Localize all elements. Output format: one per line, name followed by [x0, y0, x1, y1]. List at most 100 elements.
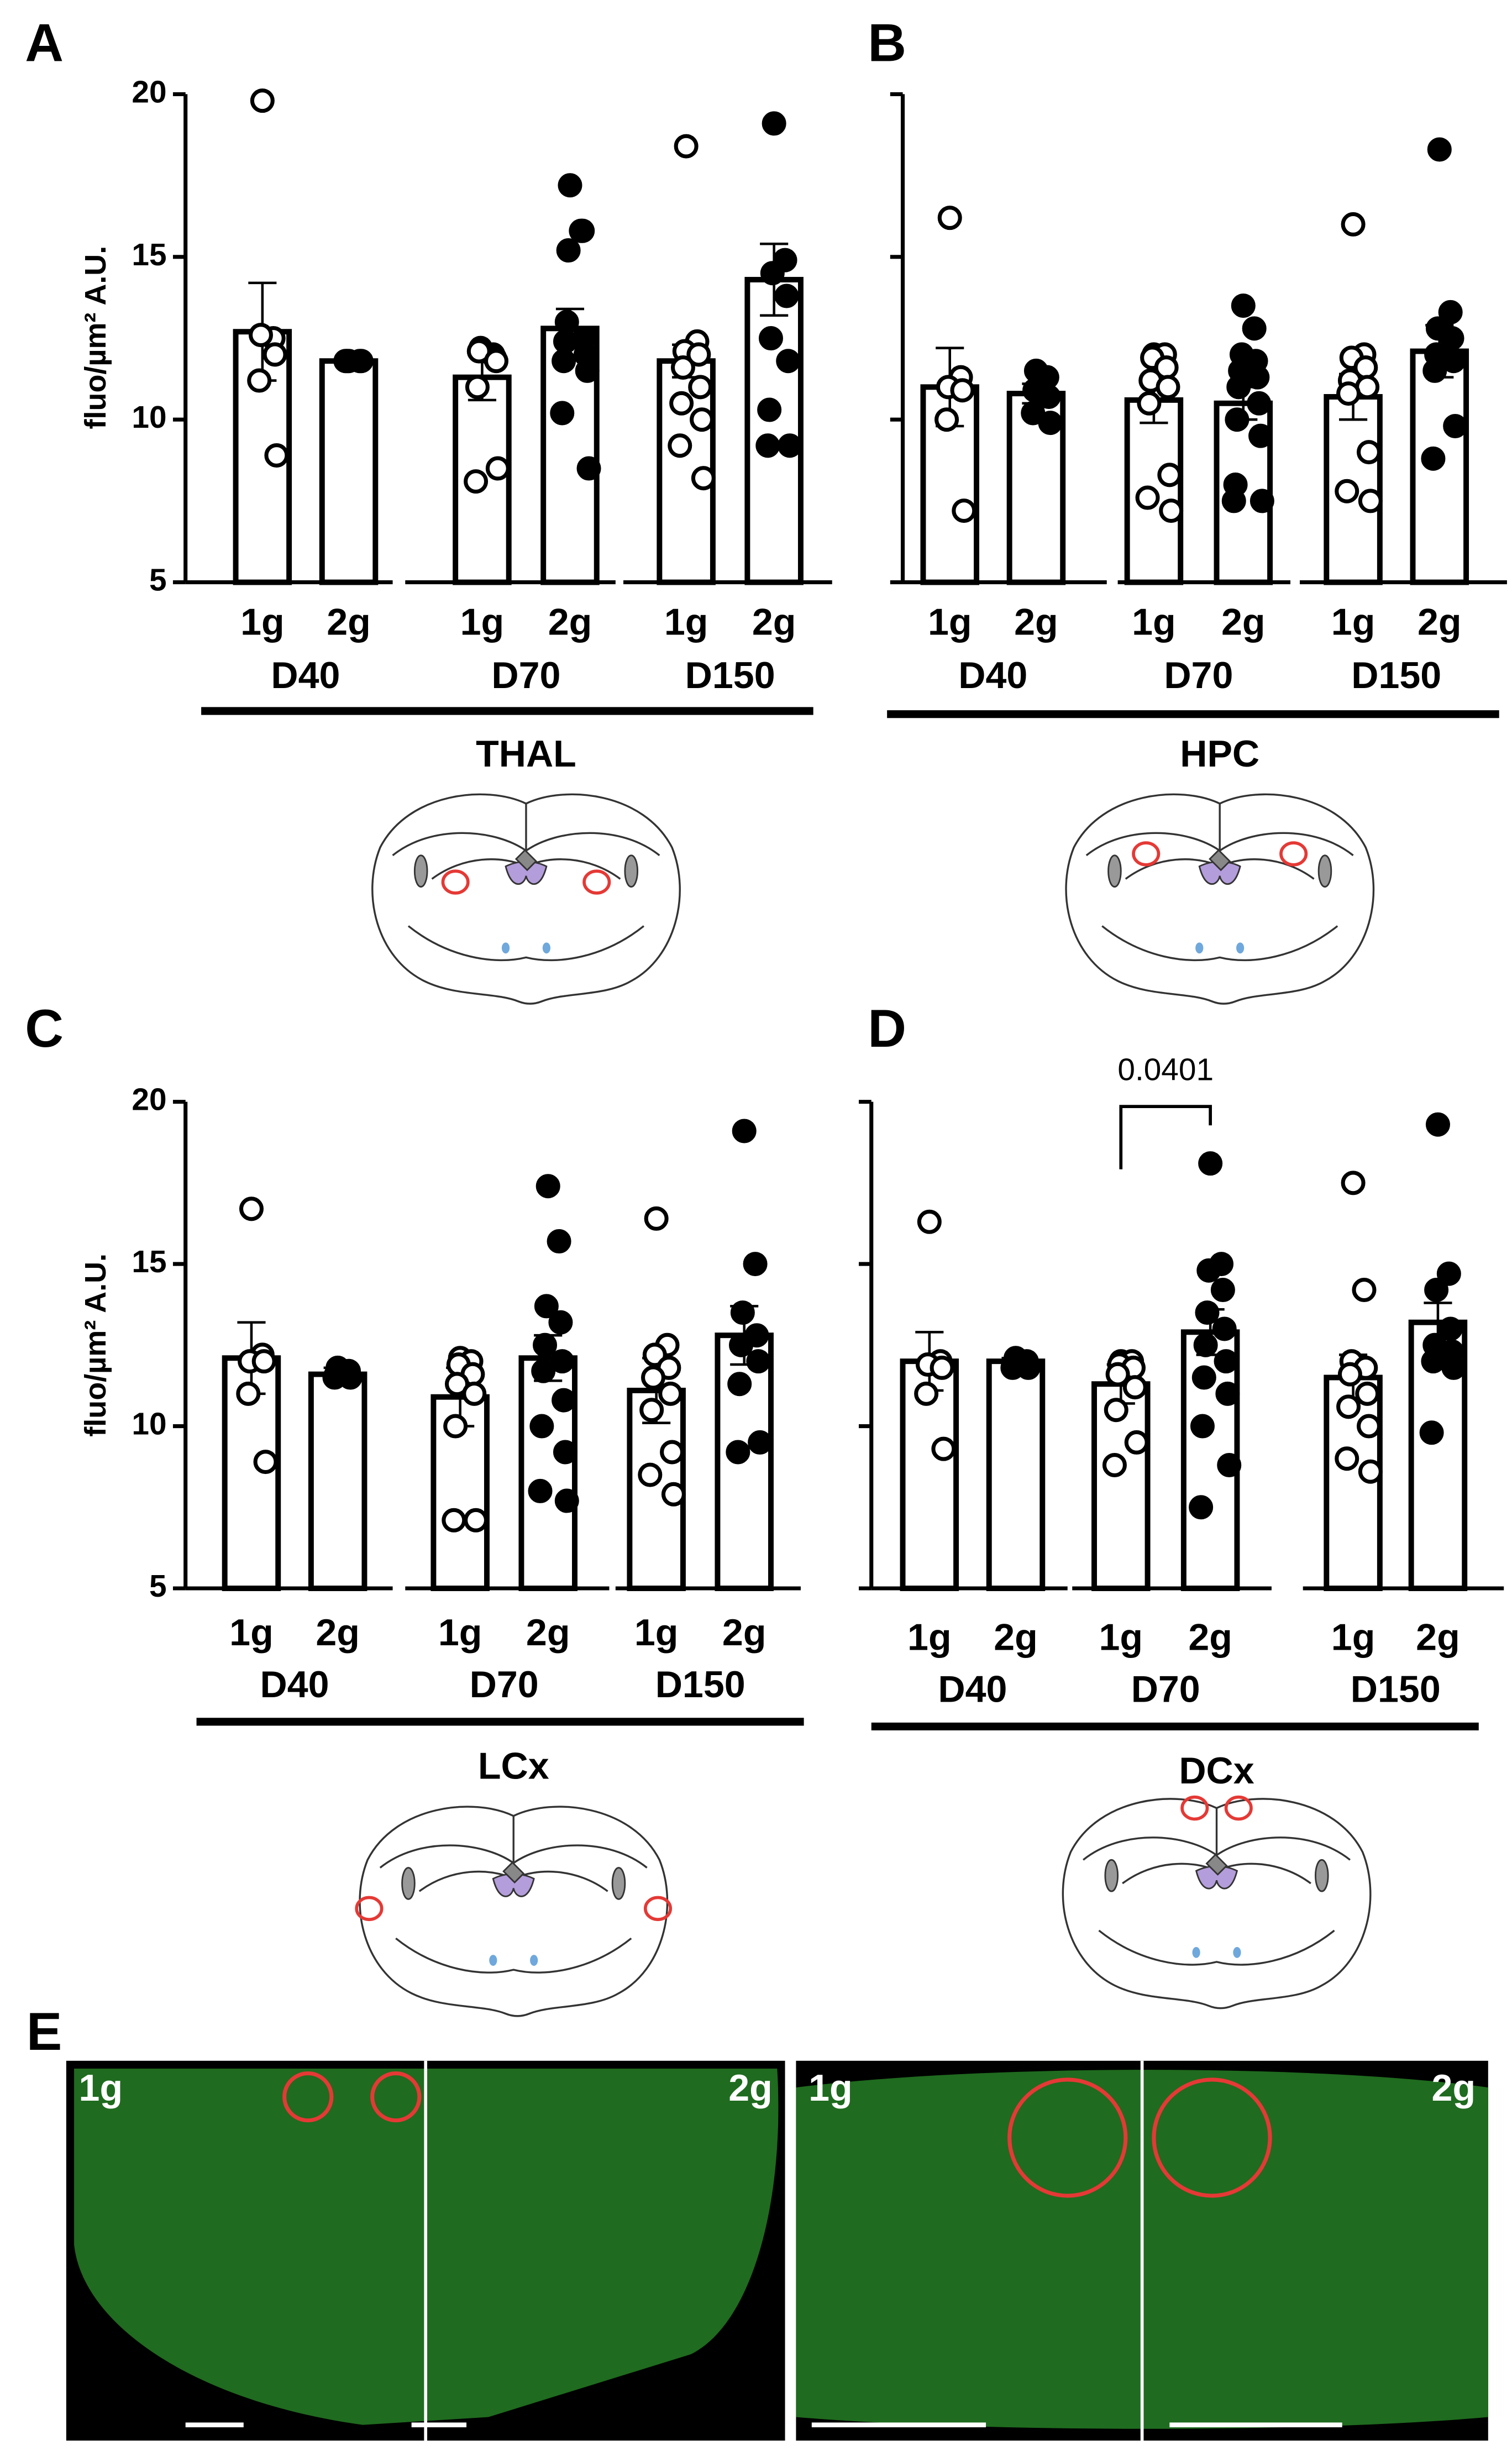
ventricle	[624, 854, 639, 888]
blue-dot	[501, 942, 510, 954]
x-tick-label: 2g	[1416, 1617, 1460, 1659]
data-point	[1358, 489, 1383, 513]
third-ventricle	[1205, 1853, 1228, 1876]
ventricle	[1317, 854, 1332, 888]
data-point	[1193, 1332, 1218, 1357]
region-ring	[355, 1896, 384, 1922]
data-point	[729, 1332, 754, 1357]
blue-dot	[1236, 942, 1245, 954]
region-ring	[582, 869, 611, 895]
ventricle	[401, 1867, 416, 1900]
data-point	[1221, 489, 1246, 513]
data-point	[548, 1310, 573, 1335]
x-tick-label: 1g	[460, 601, 505, 643]
data-point	[1245, 365, 1270, 390]
image-label: 2g	[728, 2067, 773, 2109]
region-ring	[1132, 841, 1161, 867]
data-point	[1424, 1278, 1449, 1303]
data-point	[248, 323, 274, 348]
group-label: D150	[655, 1664, 746, 1706]
data-point	[660, 1440, 685, 1465]
data-point	[1352, 1278, 1377, 1303]
y-tick-label: 15	[132, 1245, 166, 1279]
data-point	[778, 433, 802, 458]
ventricle	[413, 854, 428, 888]
x-tick-label: 2g	[1014, 601, 1058, 643]
data-point	[575, 358, 600, 383]
x-tick-label: 2g	[1221, 601, 1266, 643]
group-label: D70	[491, 654, 560, 696]
data-point	[1124, 1430, 1149, 1455]
data-point	[1421, 446, 1446, 471]
data-point	[236, 1381, 261, 1406]
data-point	[758, 326, 783, 351]
data-point	[1355, 1381, 1380, 1406]
data-point	[550, 401, 575, 426]
data-point	[1038, 411, 1063, 435]
data-point	[1438, 300, 1463, 324]
data-point	[250, 88, 275, 113]
x-tick-label: 2g	[994, 1617, 1038, 1659]
ventricle	[611, 1867, 626, 1900]
y-tick-label: 10	[132, 400, 166, 435]
brain-outline	[359, 1806, 669, 2017]
x-tick-label: 1g	[240, 601, 285, 643]
ventricle	[1107, 854, 1122, 888]
region-ring	[1224, 1795, 1253, 1821]
y-tick-label: 5	[149, 563, 167, 598]
data-point	[247, 368, 272, 393]
bar	[319, 358, 379, 585]
data-point	[536, 1174, 560, 1199]
roi-ring	[282, 2071, 334, 2123]
data-point	[1356, 440, 1381, 465]
data-point	[691, 466, 716, 491]
brain-diagram	[371, 793, 681, 1005]
x-tick-label: 1g	[1099, 1617, 1143, 1659]
data-point	[553, 1440, 578, 1465]
data-point	[554, 1488, 579, 1513]
data-point	[1438, 1316, 1463, 1341]
region-label: DCx	[1179, 1750, 1254, 1792]
data-point	[743, 1252, 768, 1277]
data-point	[1122, 1375, 1147, 1400]
roi-ring	[1152, 2077, 1272, 2198]
data-point	[1210, 1278, 1235, 1303]
data-point	[442, 1508, 466, 1533]
brain-outline	[371, 793, 681, 1005]
x-tick-label: 2g	[316, 1612, 360, 1654]
data-point	[930, 1355, 954, 1380]
data-point	[464, 469, 489, 494]
region-label: HPC	[1180, 733, 1259, 775]
roi-ring	[1007, 2077, 1128, 2198]
data-point	[1419, 1420, 1444, 1445]
data-point	[484, 349, 509, 374]
data-point	[757, 397, 782, 422]
group-label: D150	[685, 654, 775, 696]
data-point	[1156, 375, 1180, 400]
data-point	[1157, 463, 1182, 487]
region-label: LCx	[478, 1745, 549, 1787]
data-point	[638, 1462, 663, 1487]
x-tick-label: 2g	[548, 601, 592, 643]
x-tick-label: 1g	[229, 1612, 274, 1654]
data-point	[952, 499, 977, 523]
data-point	[1335, 479, 1359, 503]
panel-label: E	[27, 2002, 62, 2061]
data-point	[670, 355, 695, 380]
data-point	[1231, 293, 1256, 318]
y-tick-label: 5	[149, 1569, 167, 1604]
data-point	[443, 1414, 468, 1439]
data-point	[931, 1436, 956, 1461]
data-point	[1436, 1261, 1461, 1286]
data-point	[732, 1119, 757, 1143]
data-point	[917, 1209, 942, 1234]
data-point	[1421, 1349, 1446, 1374]
data-point	[776, 349, 801, 374]
data-point	[1341, 1171, 1366, 1195]
data-point	[1341, 212, 1366, 237]
x-tick-label: 1g	[1331, 601, 1376, 643]
y-tick-label: 15	[132, 238, 166, 272]
ventricle	[1104, 1859, 1119, 1892]
x-tick-label: 1g	[664, 601, 708, 643]
